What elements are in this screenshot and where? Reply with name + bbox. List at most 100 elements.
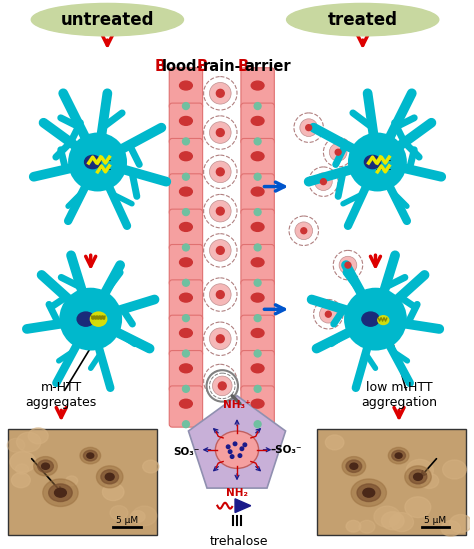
- Ellipse shape: [346, 520, 361, 532]
- Circle shape: [210, 122, 231, 143]
- Ellipse shape: [390, 513, 413, 531]
- Circle shape: [210, 200, 231, 222]
- Circle shape: [212, 376, 232, 396]
- Ellipse shape: [251, 364, 264, 373]
- Ellipse shape: [392, 450, 405, 461]
- Circle shape: [306, 125, 311, 131]
- Polygon shape: [189, 396, 285, 488]
- Text: NH₂: NH₂: [226, 488, 248, 498]
- Ellipse shape: [359, 520, 375, 533]
- FancyBboxPatch shape: [169, 68, 202, 109]
- Circle shape: [182, 103, 190, 109]
- Ellipse shape: [180, 81, 192, 90]
- FancyBboxPatch shape: [241, 68, 274, 109]
- FancyBboxPatch shape: [241, 351, 274, 392]
- Circle shape: [243, 443, 246, 446]
- Text: low m-HTT
aggregation: low m-HTT aggregation: [361, 381, 437, 409]
- Text: B: B: [237, 59, 249, 74]
- Ellipse shape: [325, 435, 344, 450]
- Circle shape: [254, 315, 261, 322]
- Circle shape: [254, 350, 261, 357]
- Circle shape: [295, 222, 313, 239]
- Circle shape: [228, 450, 232, 453]
- Ellipse shape: [143, 460, 159, 473]
- Circle shape: [254, 173, 261, 180]
- Text: –SO₃⁻: –SO₃⁻: [270, 445, 302, 455]
- Circle shape: [210, 161, 231, 183]
- Ellipse shape: [37, 460, 54, 472]
- FancyBboxPatch shape: [241, 244, 274, 285]
- Ellipse shape: [7, 438, 25, 452]
- Ellipse shape: [362, 312, 379, 326]
- Circle shape: [182, 421, 190, 428]
- Circle shape: [210, 370, 231, 392]
- Ellipse shape: [351, 479, 386, 507]
- Circle shape: [300, 119, 318, 137]
- Ellipse shape: [102, 483, 124, 501]
- Ellipse shape: [84, 155, 101, 169]
- Ellipse shape: [83, 450, 97, 461]
- Ellipse shape: [180, 152, 192, 161]
- Ellipse shape: [449, 514, 472, 533]
- Text: B: B: [196, 59, 207, 74]
- FancyBboxPatch shape: [169, 209, 202, 250]
- Ellipse shape: [42, 463, 49, 469]
- Circle shape: [182, 138, 190, 145]
- Ellipse shape: [363, 488, 374, 497]
- FancyBboxPatch shape: [169, 138, 202, 180]
- Circle shape: [345, 262, 351, 268]
- Circle shape: [216, 89, 224, 97]
- Ellipse shape: [180, 399, 192, 408]
- Circle shape: [339, 256, 357, 274]
- Ellipse shape: [17, 433, 41, 452]
- Ellipse shape: [132, 506, 157, 526]
- Circle shape: [216, 247, 224, 254]
- Text: untreated: untreated: [61, 10, 154, 29]
- Ellipse shape: [406, 460, 433, 481]
- Ellipse shape: [105, 473, 114, 480]
- Circle shape: [254, 421, 261, 428]
- Ellipse shape: [357, 484, 381, 502]
- Ellipse shape: [414, 473, 422, 480]
- Circle shape: [344, 288, 407, 351]
- Circle shape: [254, 138, 261, 145]
- Text: m-HTT
aggregates: m-HTT aggregates: [26, 381, 97, 409]
- FancyBboxPatch shape: [169, 244, 202, 285]
- Circle shape: [59, 288, 122, 351]
- Ellipse shape: [251, 152, 264, 161]
- Circle shape: [182, 385, 190, 393]
- Ellipse shape: [382, 512, 404, 530]
- Circle shape: [325, 311, 331, 317]
- Circle shape: [210, 82, 231, 104]
- Circle shape: [182, 244, 190, 251]
- Ellipse shape: [80, 447, 100, 464]
- Ellipse shape: [365, 155, 381, 169]
- Ellipse shape: [441, 520, 461, 536]
- Text: B: B: [155, 59, 166, 74]
- Ellipse shape: [110, 506, 128, 520]
- Ellipse shape: [251, 81, 264, 90]
- Ellipse shape: [374, 506, 401, 527]
- Ellipse shape: [346, 460, 362, 472]
- Text: treated: treated: [328, 10, 398, 29]
- Circle shape: [315, 173, 332, 191]
- FancyBboxPatch shape: [241, 138, 274, 180]
- Circle shape: [320, 179, 327, 184]
- Circle shape: [335, 149, 341, 155]
- Circle shape: [210, 239, 231, 261]
- Circle shape: [227, 445, 230, 449]
- FancyBboxPatch shape: [169, 386, 202, 427]
- FancyBboxPatch shape: [169, 174, 202, 215]
- Ellipse shape: [180, 364, 192, 373]
- Text: trehalose: trehalose: [210, 535, 268, 548]
- Bar: [317, 429, 466, 535]
- Ellipse shape: [251, 258, 264, 267]
- Ellipse shape: [91, 312, 107, 326]
- Ellipse shape: [180, 116, 192, 125]
- Ellipse shape: [395, 453, 402, 458]
- Text: 5 μM: 5 μM: [424, 516, 447, 525]
- Ellipse shape: [251, 399, 264, 408]
- FancyBboxPatch shape: [241, 103, 274, 144]
- Circle shape: [182, 173, 190, 180]
- Circle shape: [210, 328, 231, 350]
